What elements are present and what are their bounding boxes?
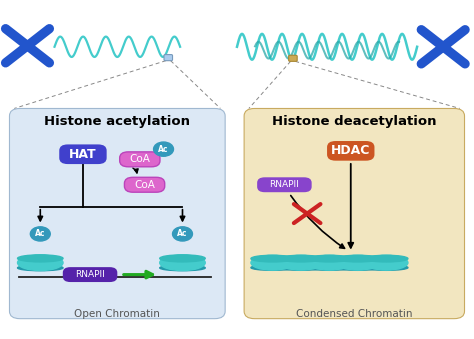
Text: RNAPII: RNAPII bbox=[270, 180, 299, 189]
Ellipse shape bbox=[160, 255, 205, 271]
Text: Open Chromatin: Open Chromatin bbox=[74, 309, 160, 319]
FancyBboxPatch shape bbox=[244, 108, 465, 319]
FancyBboxPatch shape bbox=[63, 267, 117, 282]
Text: CoA: CoA bbox=[129, 154, 150, 164]
Circle shape bbox=[154, 142, 173, 156]
Ellipse shape bbox=[336, 265, 380, 270]
Ellipse shape bbox=[251, 255, 294, 270]
Text: RNAPII: RNAPII bbox=[75, 270, 105, 279]
Ellipse shape bbox=[160, 255, 205, 262]
FancyBboxPatch shape bbox=[9, 108, 225, 319]
Text: Ac: Ac bbox=[177, 230, 188, 238]
Ellipse shape bbox=[308, 255, 351, 262]
Ellipse shape bbox=[18, 265, 63, 271]
Ellipse shape bbox=[336, 255, 380, 270]
Circle shape bbox=[30, 227, 50, 241]
Ellipse shape bbox=[18, 255, 63, 271]
Text: HDAC: HDAC bbox=[331, 144, 371, 157]
Ellipse shape bbox=[251, 255, 294, 262]
Circle shape bbox=[173, 227, 192, 241]
Text: Condensed Chromatin: Condensed Chromatin bbox=[296, 309, 412, 319]
Ellipse shape bbox=[279, 255, 323, 262]
Text: HAT: HAT bbox=[69, 148, 97, 161]
Circle shape bbox=[21, 41, 34, 50]
Ellipse shape bbox=[365, 255, 408, 270]
Ellipse shape bbox=[308, 265, 351, 270]
Ellipse shape bbox=[365, 255, 408, 262]
Ellipse shape bbox=[279, 255, 323, 270]
Ellipse shape bbox=[251, 265, 294, 270]
Ellipse shape bbox=[279, 265, 323, 270]
Text: Histone acetylation: Histone acetylation bbox=[44, 115, 191, 128]
FancyBboxPatch shape bbox=[119, 152, 160, 167]
FancyBboxPatch shape bbox=[327, 141, 374, 161]
FancyBboxPatch shape bbox=[124, 177, 165, 192]
FancyBboxPatch shape bbox=[257, 177, 311, 192]
Ellipse shape bbox=[160, 265, 205, 271]
Text: Ac: Ac bbox=[35, 230, 46, 238]
FancyBboxPatch shape bbox=[59, 144, 107, 164]
Ellipse shape bbox=[18, 255, 63, 262]
Ellipse shape bbox=[308, 255, 351, 270]
Text: CoA: CoA bbox=[134, 180, 155, 190]
Circle shape bbox=[437, 42, 449, 51]
Text: Histone deacetylation: Histone deacetylation bbox=[272, 115, 437, 128]
FancyBboxPatch shape bbox=[289, 55, 297, 61]
Text: Ac: Ac bbox=[158, 145, 169, 154]
Ellipse shape bbox=[336, 255, 380, 262]
Ellipse shape bbox=[365, 265, 408, 270]
FancyBboxPatch shape bbox=[164, 55, 173, 61]
